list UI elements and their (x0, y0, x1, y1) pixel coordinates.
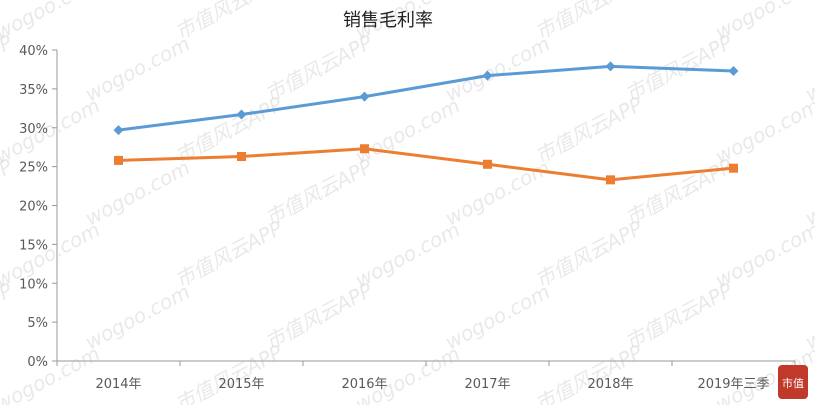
y-tick-label: 40% (19, 44, 48, 59)
watermark-text: 市值风云APP (531, 0, 647, 44)
series-2 (114, 144, 738, 185)
watermark-text: 市值风云APP (261, 29, 377, 106)
axes: 0% 5% 10% 15% 20% 25% 30% 35% 40% 2014年 2015年 2016年… (19, 44, 796, 392)
watermark-text: 市值风云APP (171, 0, 287, 44)
watermark-text: 市值风云APP (171, 215, 287, 292)
data-point (113, 125, 124, 136)
x-tick-label: 2014年 (95, 377, 141, 392)
chart-title: 销售毛利率 (343, 10, 433, 31)
watermark-text: wogoo.com (351, 341, 464, 405)
data-point (482, 70, 493, 81)
data-point (114, 155, 123, 165)
watermark-text: wogoo.com (441, 279, 554, 354)
data-point (237, 152, 246, 162)
watermark-text: wogoo.com (81, 155, 194, 230)
data-point (606, 175, 615, 185)
logo-text: 市值 (782, 376, 804, 390)
x-tick-label: 2015年 (218, 377, 264, 392)
y-tick-label: 20% (19, 200, 48, 215)
watermark-text: 市值风云APP (531, 91, 647, 168)
data-point (359, 91, 370, 102)
watermark-text: wogoo.com (351, 217, 464, 292)
x-tick-label: 2019年三季 (697, 377, 769, 392)
y-tick-label: 5% (27, 316, 48, 331)
brand-logo: 市值 (778, 365, 808, 399)
watermark-text: wogoo.com (441, 31, 554, 106)
watermark-text: wogoo.com (81, 31, 194, 106)
y-tick-label: 10% (19, 277, 48, 292)
series-line (118, 64, 734, 132)
watermark-text: 市值风云APP (621, 153, 737, 230)
y-tick-label: 35% (19, 83, 48, 98)
watermark-text: wogoo.com (0, 217, 104, 292)
watermark-text: 市值风云APP (0, 29, 17, 106)
watermark-text: 市值风云APP (0, 277, 17, 354)
x-tick-label: 2016年 (341, 377, 387, 392)
x-tick-label: 2018年 (587, 377, 633, 392)
y-tick-label: 30% (19, 122, 48, 137)
watermark-text: wogoo.com (0, 93, 104, 168)
series-layer (113, 61, 739, 185)
series-line (118, 147, 734, 182)
series-1 (113, 61, 739, 136)
data-point (360, 144, 369, 154)
data-point (729, 163, 738, 173)
watermark-text: 市值风云APP (261, 277, 377, 354)
watermark-text: 市值风云APP (621, 277, 737, 354)
watermark-text: 市值风云APP (261, 153, 377, 230)
logo-badge (778, 365, 808, 399)
watermark-text: wogoo.com (0, 0, 104, 44)
watermark-text: wogoo.com (0, 341, 104, 405)
watermark-text: 市值风云APP (531, 215, 647, 292)
watermark-text: wogoo.com (351, 93, 464, 168)
data-point (236, 109, 247, 120)
x-tick-label: 2017年 (464, 377, 510, 392)
data-point (728, 65, 739, 76)
data-point (605, 61, 616, 72)
y-tick-label: 15% (19, 238, 48, 253)
watermark-text: 市值风云APP (0, 153, 17, 230)
watermark-text: 市值风云APP (531, 339, 647, 405)
y-tick-label: 0% (27, 355, 48, 370)
data-point (483, 159, 492, 169)
watermark-text: wogoo.com (81, 279, 194, 354)
watermark-text: 市值风云APP (171, 339, 287, 405)
y-tick-label: 25% (19, 161, 48, 176)
